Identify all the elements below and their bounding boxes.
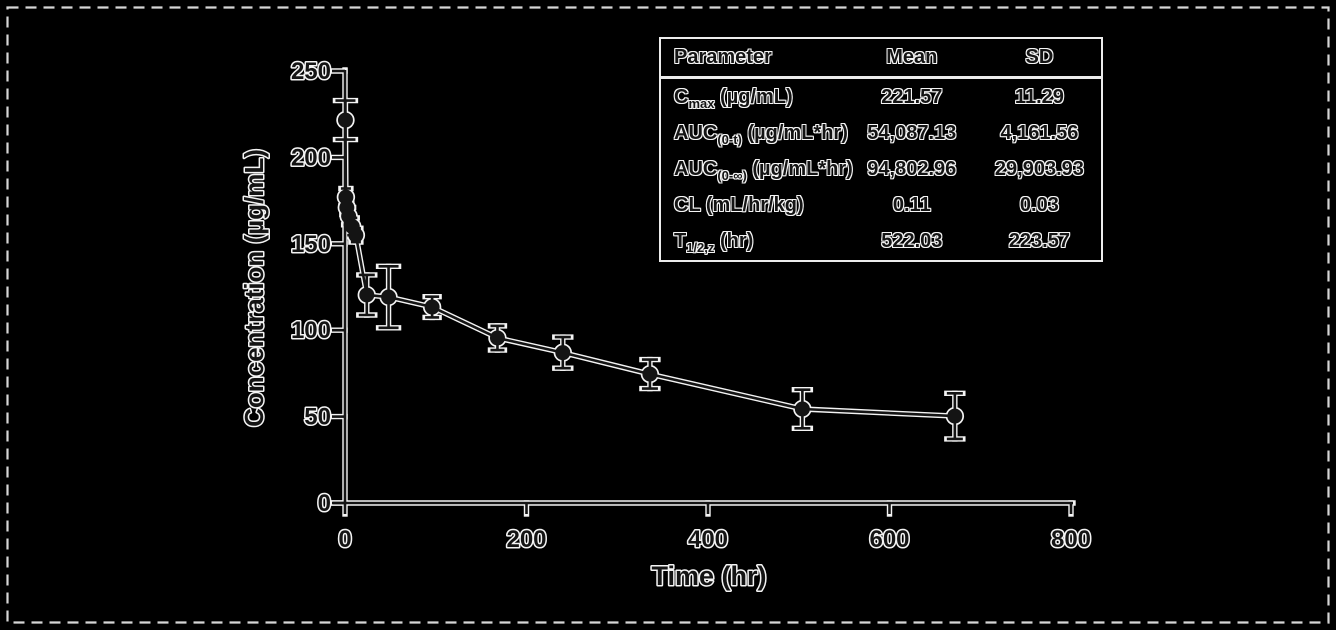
y-tick-label-50: 50 (304, 404, 331, 431)
x-tick-label-400: 400 (688, 526, 728, 553)
sd-value-cell: 11.29 (1014, 85, 1064, 108)
y-tick-label-150: 150 (291, 231, 331, 258)
mean-value-cell: 522.03 (881, 230, 943, 253)
pk-parameters-table: Parameter Mean SD Cmax (µg/mL) 221.57 11.29 A… (659, 37, 1103, 262)
dashed-frame-border (6, 6, 1330, 624)
x-tick-label-800: 800 (1051, 526, 1091, 553)
data-point-marker (489, 330, 505, 346)
parameter-cell: CL (mL/hr/kg) (661, 188, 846, 224)
mean-value-cell: 0.11 (892, 194, 931, 217)
axis-labels: 0 50 100 150 200 250 0 200 400 600 800 Concentratio… (238, 57, 1093, 593)
sd-value-cell: 0.03 (1019, 194, 1059, 217)
data-point-marker (381, 289, 397, 305)
x-tick-label-200: 200 (506, 526, 546, 553)
parameter-text: AUC (674, 158, 718, 181)
parameter-subscript: (0-t) (717, 132, 742, 148)
y-tick-label-200: 200 (291, 144, 331, 171)
sd-value-cell: 4,161.56 (1000, 122, 1079, 145)
parameter-text: AUC (674, 122, 718, 145)
sd-value-cell: 29,903.93 (994, 158, 1084, 181)
table-row: CL (mL/hr/kg) 0.11 0.03 (661, 188, 1101, 224)
data-point-marker (424, 299, 440, 315)
parameter-subscript: (0-∞) (717, 168, 747, 184)
x-axis-label: Time (hr) (651, 561, 766, 591)
table-header-sd: SD (977, 39, 1101, 79)
data-point-marker (642, 366, 658, 382)
data-point-marker (348, 227, 364, 243)
y-tick-label-0: 0 (318, 490, 331, 517)
parameter-text: (µg/mL) (714, 85, 793, 108)
x-tick-label-600: 600 (869, 526, 909, 553)
parameter-text: CL (mL/hr/kg) (674, 194, 804, 217)
mean-value-cell: 221.57 (881, 85, 943, 108)
table-header-parameter: Parameter (661, 39, 846, 79)
sd-value-cell: 223.57 (1008, 230, 1070, 253)
parameter-cell: T1/2,z (hr) (661, 224, 846, 260)
mean-value-cell: 54,087.13 (867, 122, 957, 145)
table-row: AUC(0-∞) (µg/mL*hr) 94,802.96 29,903.93 (661, 152, 1101, 188)
data-points (337, 112, 963, 424)
parameter-cell: AUC(0-∞) (µg/mL*hr) (661, 152, 853, 188)
parameter-text: T (674, 230, 687, 253)
parameter-text: (hr) (714, 230, 754, 253)
parameter-text: C (674, 85, 689, 108)
y-tick-label-250: 250 (291, 58, 331, 85)
data-point-marker (555, 345, 571, 361)
table-header-row: Parameter Mean SD (661, 39, 1101, 79)
parameter-cell: Cmax (µg/mL) (661, 78, 846, 116)
mean-value-cell: 94,802.96 (867, 158, 957, 181)
parameter-text: (µg/mL*hr) (741, 122, 848, 145)
parameter-subscript: max (688, 95, 715, 111)
data-point-marker (359, 287, 375, 303)
pk-parameters-table-grid: Parameter Mean SD Cmax (µg/mL) 221.57 11.29 A… (661, 39, 1101, 260)
table-row: AUC(0-t) (µg/mL*hr) 54,087.13 4,161.56 (661, 116, 1101, 152)
parameter-subscript: 1/2,z (686, 240, 715, 256)
y-tick-label-100: 100 (291, 317, 331, 344)
table-row: T1/2,z (hr) 522.03 223.57 (661, 224, 1101, 260)
y-axis-label: Concentration (µg/mL) (239, 149, 269, 427)
table-header-mean: Mean (845, 39, 978, 79)
parameter-text: (µg/mL*hr) (746, 158, 853, 181)
data-point-marker (947, 408, 963, 424)
parameter-cell: AUC(0-t) (µg/mL*hr) (661, 116, 848, 152)
table-row: Cmax (µg/mL) 221.57 11.29 (661, 78, 1101, 116)
data-point-marker (794, 401, 810, 417)
data-point-marker (337, 112, 353, 128)
x-tick-label-0: 0 (338, 526, 351, 553)
